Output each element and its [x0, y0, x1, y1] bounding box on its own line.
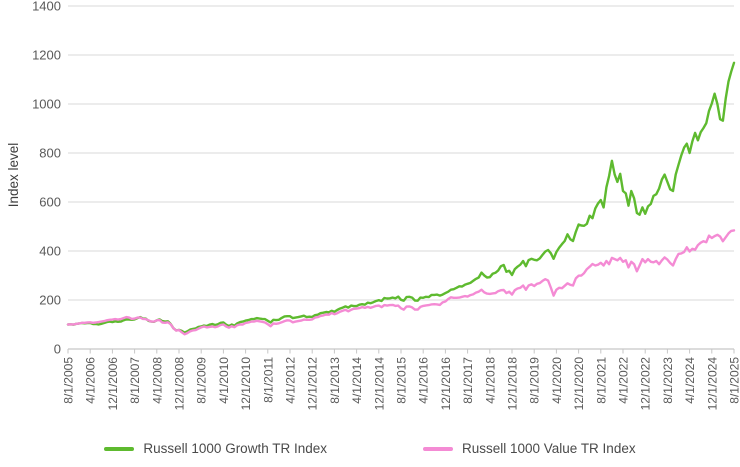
x-axis-label: 8/1/2019 [528, 357, 542, 404]
x-axis-label: 4/1/2020 [550, 357, 564, 404]
x-axis-label: 4/1/2012 [284, 357, 298, 404]
value-series-line[interactable] [66, 229, 736, 336]
x-axis-label: 4/1/2008 [150, 357, 164, 404]
x-axis-label: 4/1/2018 [483, 357, 497, 404]
legend-label-growth: Russell 1000 Growth TR Index [143, 441, 327, 456]
x-axis-label: 12/1/2010 [239, 357, 253, 411]
y-axis-label: 200 [39, 293, 61, 308]
x-axis-label: 8/1/2017 [461, 357, 475, 404]
x-axis-label: 8/1/2015 [395, 357, 409, 404]
y-axis-label: 0 [54, 342, 61, 357]
y-axis-label: 800 [39, 146, 61, 161]
line-chart-plot[interactable]: 0 200 400 600 800 1000 1200 1400 8/1/2005 4/1/200… [0, 0, 740, 432]
x-axis-label: 8/1/2021 [594, 357, 608, 404]
x-axis-label: 12/1/2014 [372, 357, 386, 411]
x-axis-label: 4/1/2024 [683, 357, 697, 404]
x-axis-label: 8/1/2005 [62, 357, 76, 404]
x-axis-label: 8/1/2007 [128, 357, 142, 404]
growth-series-line[interactable] [66, 61, 736, 334]
x-axis-label: 12/1/2016 [439, 357, 453, 411]
chart-legend: Russell 1000 Growth TR Index Russell 100… [0, 441, 740, 456]
x-axis-label: 4/1/2022 [617, 357, 631, 404]
x-axis-label: 12/1/2018 [506, 357, 520, 411]
x-axis-label: 8/1/2009 [195, 357, 209, 404]
y-axis-title: Index level [6, 142, 21, 208]
x-axis-label: 12/1/2024 [705, 357, 719, 411]
y-axis-label: 1400 [32, 0, 61, 14]
x-axis-label: 4/1/2006 [84, 357, 98, 404]
x-axis-label: 8/1/2013 [328, 357, 342, 404]
x-axis-label: 12/1/2020 [572, 357, 586, 411]
y-axis-label: 600 [39, 195, 61, 210]
value-series-swatch-icon [422, 446, 453, 451]
x-axis-label: 8/1/2023 [661, 357, 675, 404]
x-axis-label: 4/1/2014 [350, 357, 364, 404]
x-axis-label: 12/1/2022 [639, 357, 653, 411]
y-axis-label: 1200 [32, 48, 61, 63]
x-axis-label: 4/1/2016 [417, 357, 431, 404]
y-axis-label: 1000 [32, 97, 61, 112]
legend-label-value: Russell 1000 Value TR Index [461, 441, 636, 456]
y-axis-label: 400 [39, 244, 61, 259]
legend-item-growth[interactable]: Russell 1000 Growth TR Index [104, 441, 327, 456]
legend-item-value[interactable]: Russell 1000 Value TR Index [422, 441, 636, 456]
x-axis-label: 12/1/2012 [306, 357, 320, 411]
x-axis-label: 12/1/2008 [173, 357, 187, 411]
growth-series-swatch-icon [104, 446, 135, 451]
x-axis-label: 8/1/2011 [261, 357, 275, 403]
x-axis-label: 4/1/2010 [217, 357, 231, 404]
x-axis-label: 12/1/2006 [106, 357, 120, 411]
x-axis-label: 8/1/2025 [728, 357, 740, 404]
